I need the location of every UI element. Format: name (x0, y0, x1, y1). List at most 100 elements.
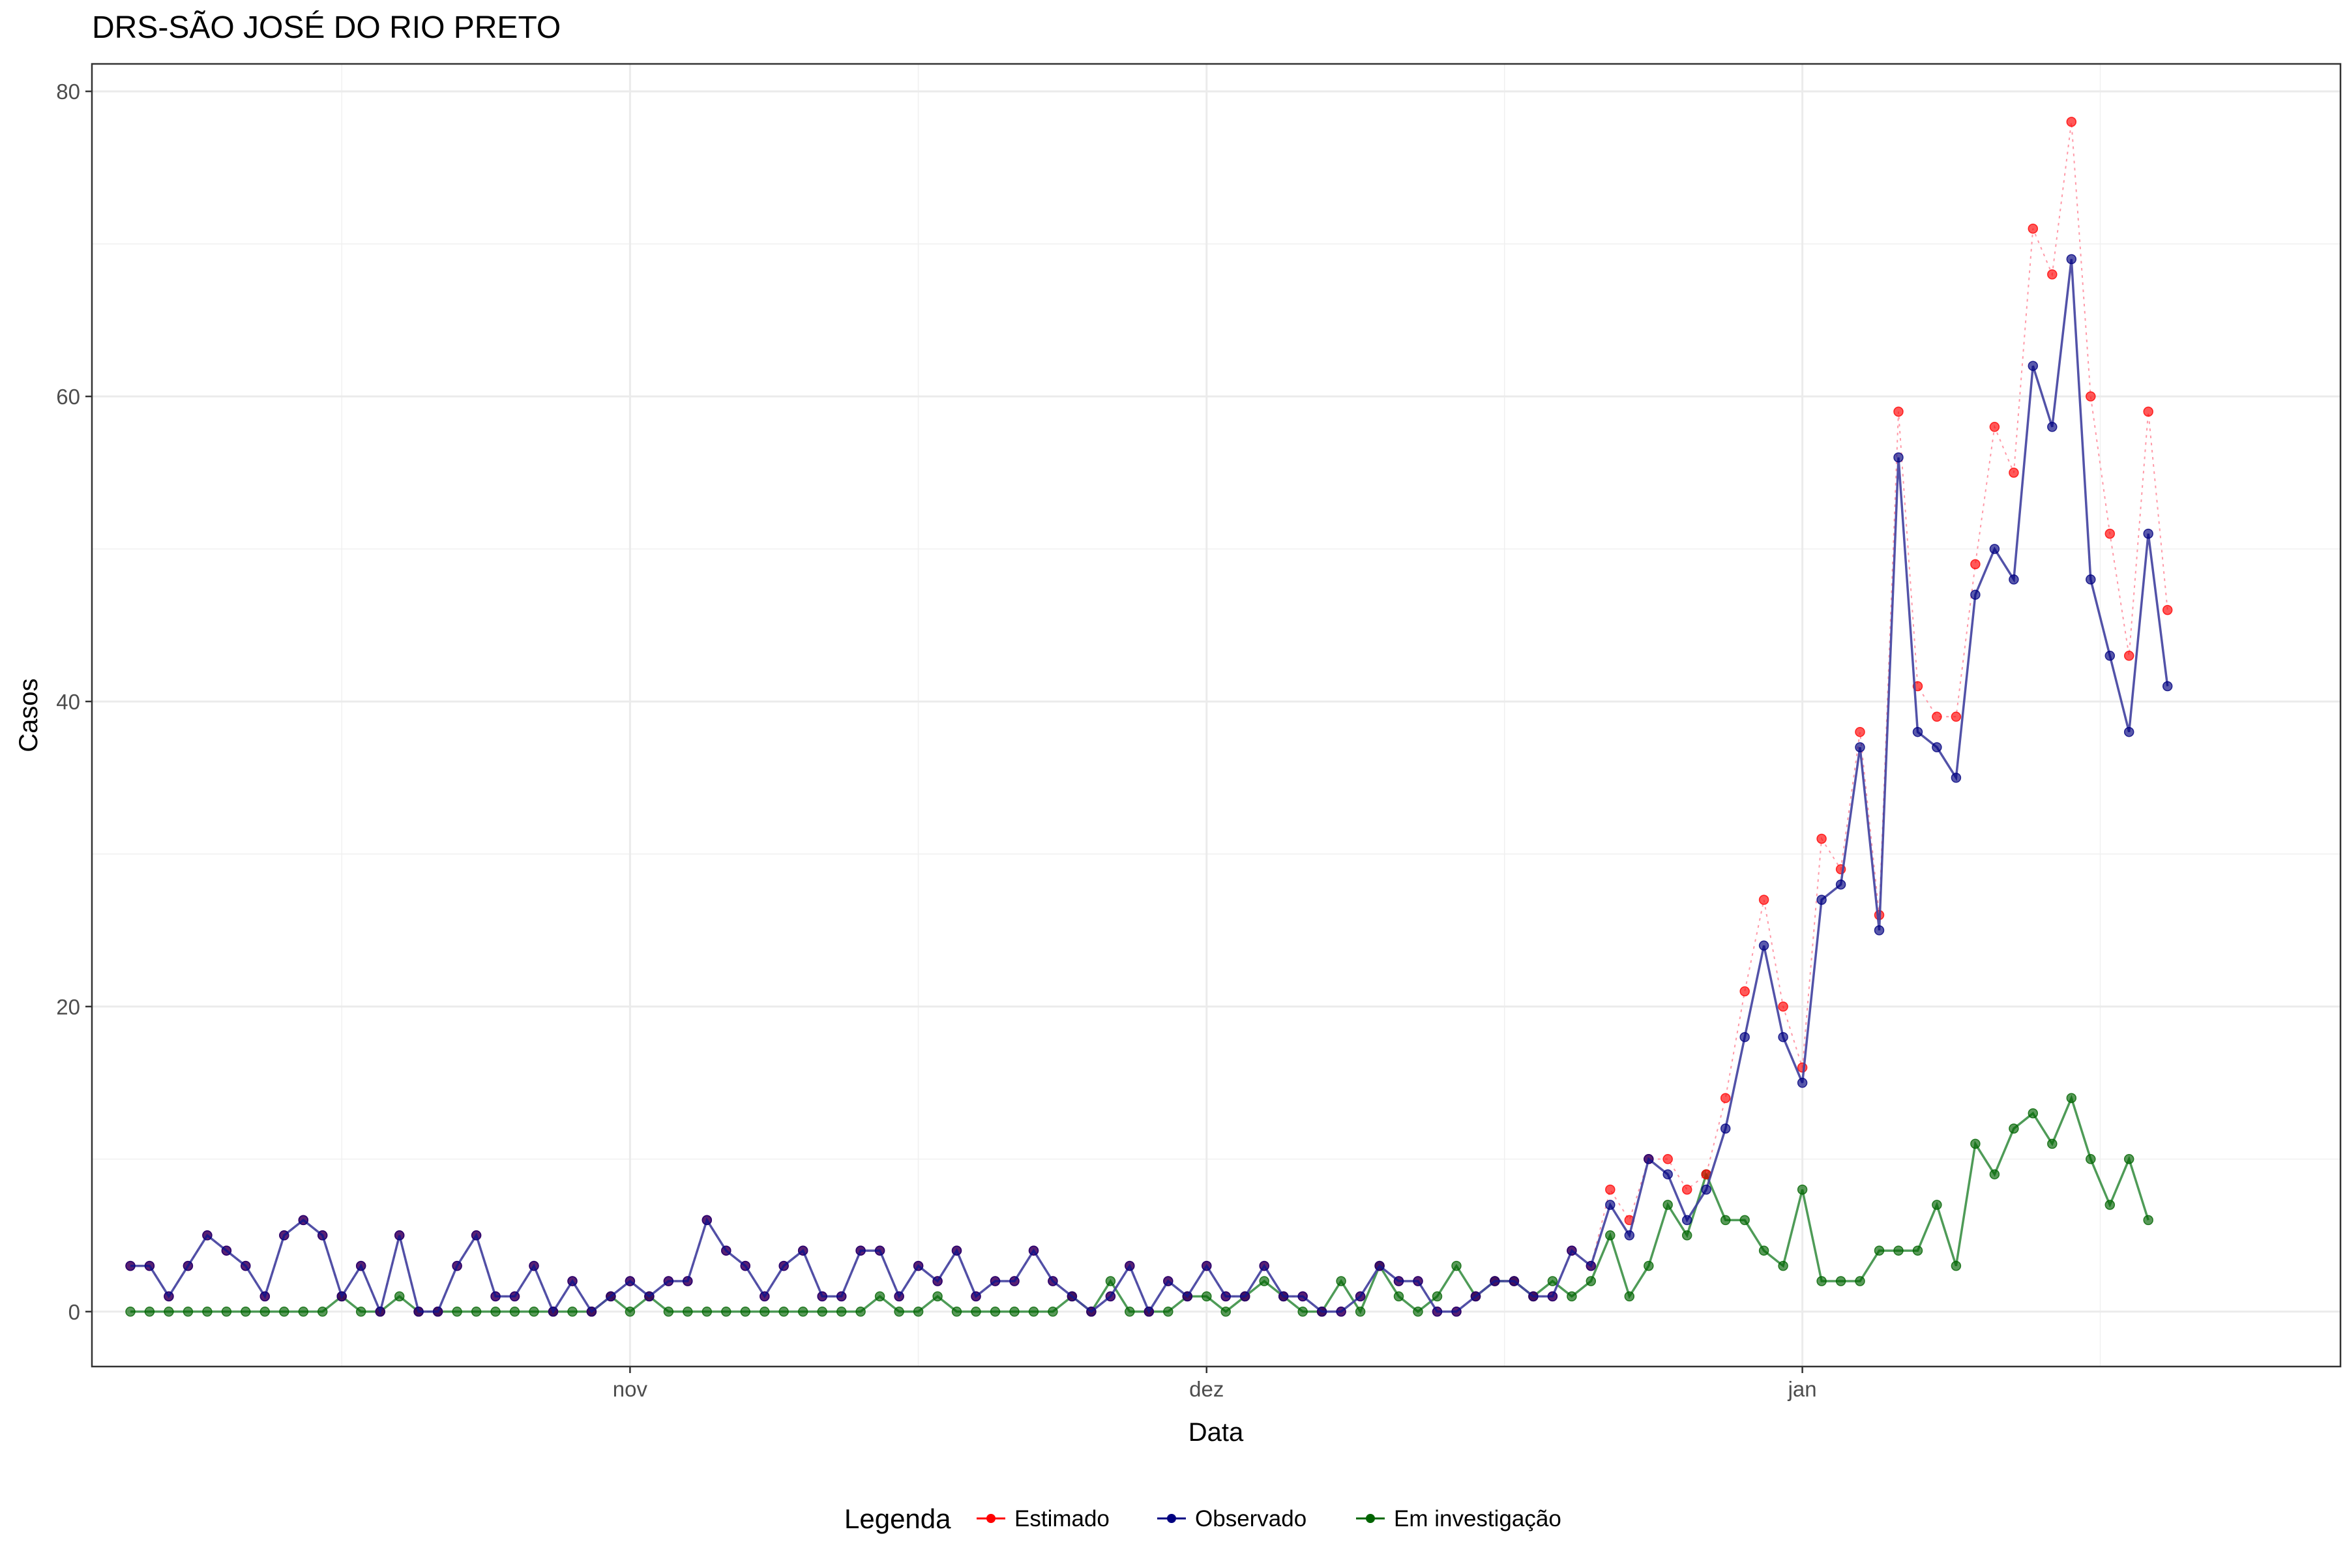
data-point-em-investigacao (836, 1307, 847, 1317)
data-point-observado (1316, 1307, 1327, 1317)
chart-title: DRS-SÃO JOSÉ DO RIO PRETO (92, 10, 561, 45)
data-point-observado (1720, 1123, 1731, 1134)
data-point-estimado (2009, 467, 2019, 478)
y-axis-title: Casos (14, 678, 43, 752)
data-point-em-investigacao (2066, 1093, 2077, 1103)
data-point-observado (259, 1291, 271, 1302)
data-point-estimado (2086, 391, 2096, 402)
legend-label-em-investigacao: Em investigação (1394, 1506, 1561, 1531)
data-point-observado (990, 1276, 1001, 1286)
data-point-em-investigacao (317, 1307, 328, 1317)
data-point-em-investigacao (144, 1307, 155, 1317)
data-point-observado (1297, 1291, 1308, 1302)
data-point-observado (874, 1245, 885, 1256)
data-point-observado (836, 1291, 847, 1302)
data-point-observado (606, 1291, 616, 1302)
data-point-estimado (1970, 559, 1981, 570)
data-point-em-investigacao (1720, 1215, 1731, 1226)
data-point-em-investigacao (1874, 1245, 1885, 1256)
x-tick-label: nov (613, 1377, 648, 1401)
data-point-observado (452, 1260, 462, 1271)
y-tick-label: 80 (56, 80, 80, 104)
data-point-observado (625, 1276, 636, 1286)
data-point-observado (817, 1291, 827, 1302)
data-point-observado (1951, 773, 1962, 783)
data-point-estimado (1797, 1062, 1808, 1073)
data-point-em-investigacao (1797, 1184, 1808, 1195)
data-point-observado (1816, 895, 1827, 905)
data-point-em-investigacao (1681, 1230, 1692, 1241)
data-point-observado (1432, 1307, 1443, 1317)
data-point-em-investigacao (874, 1291, 885, 1302)
data-point-em-investigacao (1893, 1245, 1904, 1256)
data-point-observado (1125, 1260, 1135, 1271)
data-point-em-investigacao (241, 1307, 251, 1317)
data-point-observado (644, 1291, 655, 1302)
data-point-estimado (2104, 528, 2116, 539)
data-point-observado (1355, 1291, 1366, 1302)
data-point-observado (394, 1230, 405, 1241)
data-point-em-investigacao (1451, 1260, 1462, 1271)
data-point-observado (183, 1260, 194, 1271)
data-point-em-investigacao (1605, 1230, 1616, 1241)
data-point-em-investigacao (1778, 1260, 1788, 1271)
data-point-observado (1374, 1260, 1385, 1271)
data-point-em-investigacao (1912, 1245, 1923, 1256)
data-point-observado (1547, 1291, 1558, 1302)
data-point-observado (1028, 1245, 1039, 1256)
data-point-em-investigacao (1028, 1307, 1039, 1317)
data-point-estimado (2162, 604, 2173, 615)
data-point-em-investigacao (164, 1307, 174, 1317)
legend-title: Legenda (844, 1503, 951, 1534)
data-point-observado (1105, 1291, 1116, 1302)
data-point-em-investigacao (913, 1307, 924, 1317)
data-point-estimado (1855, 726, 1865, 737)
data-point-em-investigacao (855, 1307, 866, 1317)
data-point-observado (1586, 1260, 1597, 1271)
data-point-observado (1797, 1078, 1808, 1088)
data-point-observado (221, 1245, 232, 1256)
data-point-observado (2066, 254, 2077, 265)
data-point-observado (1163, 1276, 1174, 1286)
data-point-em-investigacao (663, 1307, 674, 1317)
data-point-em-investigacao (760, 1307, 770, 1317)
axis-layer: 0 20 40 60 80 nov dez jan (56, 80, 1816, 1401)
data-point-em-investigacao (2123, 1154, 2134, 1164)
data-point-estimado (1932, 711, 1942, 722)
data-point-em-investigacao (2009, 1123, 2019, 1134)
data-point-estimado (1989, 422, 2000, 432)
data-point-observado (1970, 589, 1981, 600)
data-point-observado (1239, 1291, 1250, 1302)
data-point-observado (1393, 1276, 1404, 1286)
data-point-observado (336, 1291, 347, 1302)
data-point-em-investigacao (394, 1291, 405, 1302)
data-point-estimado (1605, 1184, 1616, 1195)
data-point-em-investigacao (1758, 1245, 1769, 1256)
data-point-observado (1413, 1276, 1423, 1286)
data-point-estimado (1681, 1184, 1692, 1195)
data-point-observado (355, 1260, 366, 1271)
data-point-estimado (2028, 223, 2039, 234)
data-point-em-investigacao (1393, 1291, 1404, 1302)
data-point-em-investigacao (1220, 1307, 1231, 1317)
data-point-observado (1701, 1184, 1711, 1195)
data-point-em-investigacao (951, 1307, 962, 1317)
data-point-observado (1835, 879, 1846, 890)
data-point-em-investigacao (817, 1307, 827, 1317)
data-point-observado (1086, 1307, 1097, 1317)
data-point-em-investigacao (183, 1307, 194, 1317)
data-point-em-investigacao (894, 1307, 904, 1317)
data-point-em-investigacao (1202, 1291, 1212, 1302)
y-tick-label: 40 (56, 690, 80, 714)
data-point-observado (1202, 1260, 1212, 1271)
data-point-em-investigacao (932, 1291, 943, 1302)
data-point-observado (1451, 1307, 1462, 1317)
data-point-observado (1778, 1031, 1788, 1043)
data-point-em-investigacao (298, 1307, 309, 1317)
legend-label-observado: Observado (1195, 1506, 1306, 1531)
data-point-observado (548, 1307, 559, 1317)
data-point-observado (932, 1276, 943, 1286)
data-point-em-investigacao (701, 1307, 713, 1317)
data-point-em-investigacao (355, 1307, 366, 1317)
